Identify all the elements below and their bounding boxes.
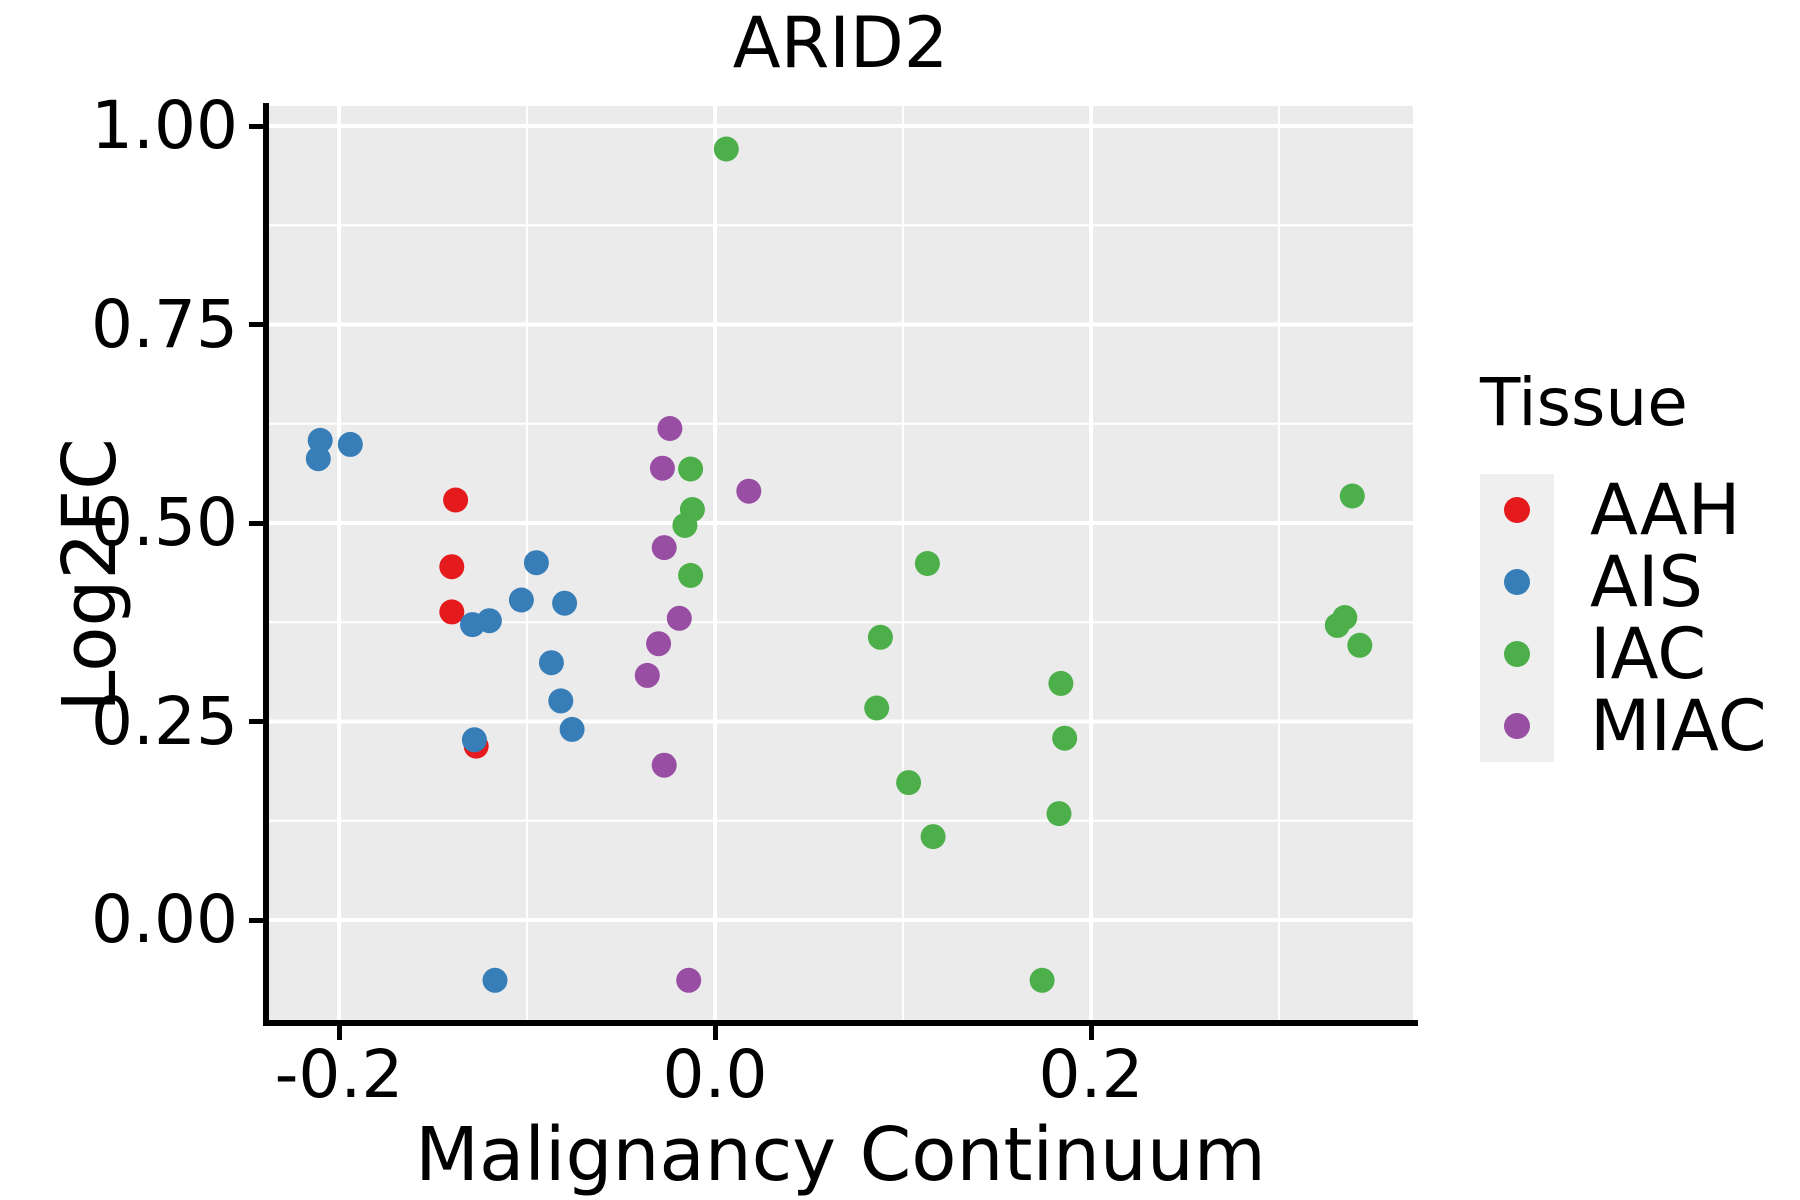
data-point-miac bbox=[651, 535, 677, 561]
y-tick-mark bbox=[249, 917, 263, 923]
plot-title: ARID2 bbox=[732, 2, 949, 84]
x-axis-spine bbox=[263, 1020, 1418, 1026]
legend-key-box bbox=[1480, 690, 1554, 762]
x-tick-mark bbox=[337, 1026, 342, 1040]
data-point-miac bbox=[657, 416, 683, 441]
legend-title: Tissue bbox=[1480, 364, 1688, 441]
legend-key-box bbox=[1480, 618, 1554, 690]
data-point-iac bbox=[1046, 801, 1072, 827]
data-point-iac bbox=[1048, 670, 1074, 696]
data-point-miac bbox=[646, 631, 672, 657]
data-point-iac bbox=[1324, 612, 1350, 638]
data-point-ais bbox=[476, 608, 502, 634]
x-tick-mark bbox=[1089, 1026, 1094, 1040]
data-point-iac bbox=[1029, 967, 1055, 993]
y-tick-mark bbox=[249, 520, 263, 526]
legend-dot-icon bbox=[1504, 497, 1530, 523]
legend-label: IAC bbox=[1590, 613, 1707, 695]
legend-entry-ais: AIS bbox=[1480, 546, 1703, 618]
data-point-iac bbox=[678, 562, 704, 588]
data-point-ais bbox=[337, 431, 363, 457]
data-point-ais bbox=[305, 446, 331, 472]
data-point-ais bbox=[461, 727, 487, 753]
data-point-aah bbox=[439, 554, 465, 580]
legend-dot-icon bbox=[1504, 641, 1530, 667]
legend-key-box bbox=[1480, 474, 1554, 546]
legend-key-box bbox=[1480, 546, 1554, 618]
data-point-iac bbox=[864, 695, 890, 721]
x-tick-label: 0.2 bbox=[1038, 1036, 1144, 1113]
legend-entries: AAH AIS IAC MIAC bbox=[1480, 474, 1767, 762]
data-point-miac bbox=[676, 967, 702, 993]
y-tick-mark bbox=[249, 719, 263, 724]
y-axis-title: Log2FC bbox=[47, 438, 133, 712]
data-point-iac bbox=[867, 624, 893, 650]
legend-dot-icon bbox=[1504, 569, 1530, 595]
legend-entry-aah: AAH bbox=[1480, 474, 1740, 546]
data-point-ais bbox=[548, 688, 574, 714]
data-point-iac bbox=[678, 456, 704, 482]
y-tick-label: 1.00 bbox=[91, 87, 238, 164]
data-point-miac bbox=[651, 752, 677, 778]
y-axis-spine bbox=[263, 103, 269, 1025]
data-point-iac bbox=[1339, 483, 1365, 509]
data-point-ais bbox=[307, 427, 333, 453]
plot-panel bbox=[268, 106, 1413, 1020]
data-point-iac bbox=[896, 770, 922, 796]
legend-label: AIS bbox=[1590, 541, 1703, 623]
data-point-ais bbox=[482, 967, 508, 993]
legend-label: MIAC bbox=[1590, 685, 1767, 767]
data-point-miac bbox=[736, 478, 762, 504]
legend-entry-miac: MIAC bbox=[1480, 690, 1767, 762]
x-tick-label: 0.0 bbox=[662, 1036, 768, 1113]
data-point-iac bbox=[920, 824, 946, 850]
data-point-ais bbox=[523, 550, 549, 576]
data-point-ais bbox=[538, 650, 564, 676]
legend-entry-iac: IAC bbox=[1480, 618, 1706, 690]
y-tick-mark bbox=[249, 322, 263, 327]
y-tick-label: 0.50 bbox=[91, 484, 238, 561]
data-point-iac bbox=[914, 551, 940, 576]
scatter-canvas bbox=[268, 106, 1413, 1020]
data-point-aah bbox=[443, 487, 469, 513]
data-point-miac bbox=[634, 662, 660, 688]
y-tick-label: 0.75 bbox=[91, 285, 238, 363]
legend-label: AAH bbox=[1590, 469, 1741, 551]
data-point-iac bbox=[1347, 632, 1373, 658]
y-tick-label: 0.25 bbox=[91, 682, 238, 760]
data-point-ais bbox=[559, 716, 585, 742]
data-point-aah bbox=[439, 599, 465, 625]
data-point-miac bbox=[666, 605, 692, 631]
data-point-iac bbox=[713, 136, 739, 162]
legend: Tissue AAH AIS IAC MIAC bbox=[1480, 364, 1767, 762]
y-tick-mark bbox=[249, 123, 263, 129]
x-tick-mark bbox=[713, 1026, 718, 1040]
data-point-ais bbox=[508, 587, 534, 613]
x-tick-label: -0.2 bbox=[274, 1036, 404, 1113]
data-point-iac bbox=[1052, 725, 1078, 751]
data-point-ais bbox=[552, 590, 578, 616]
data-point-iac bbox=[672, 512, 698, 538]
y-tick-label: 0.00 bbox=[91, 881, 238, 958]
x-axis-title: Malignancy Continuum bbox=[415, 1112, 1266, 1198]
data-point-miac bbox=[649, 455, 675, 481]
legend-dot-icon bbox=[1504, 713, 1530, 739]
